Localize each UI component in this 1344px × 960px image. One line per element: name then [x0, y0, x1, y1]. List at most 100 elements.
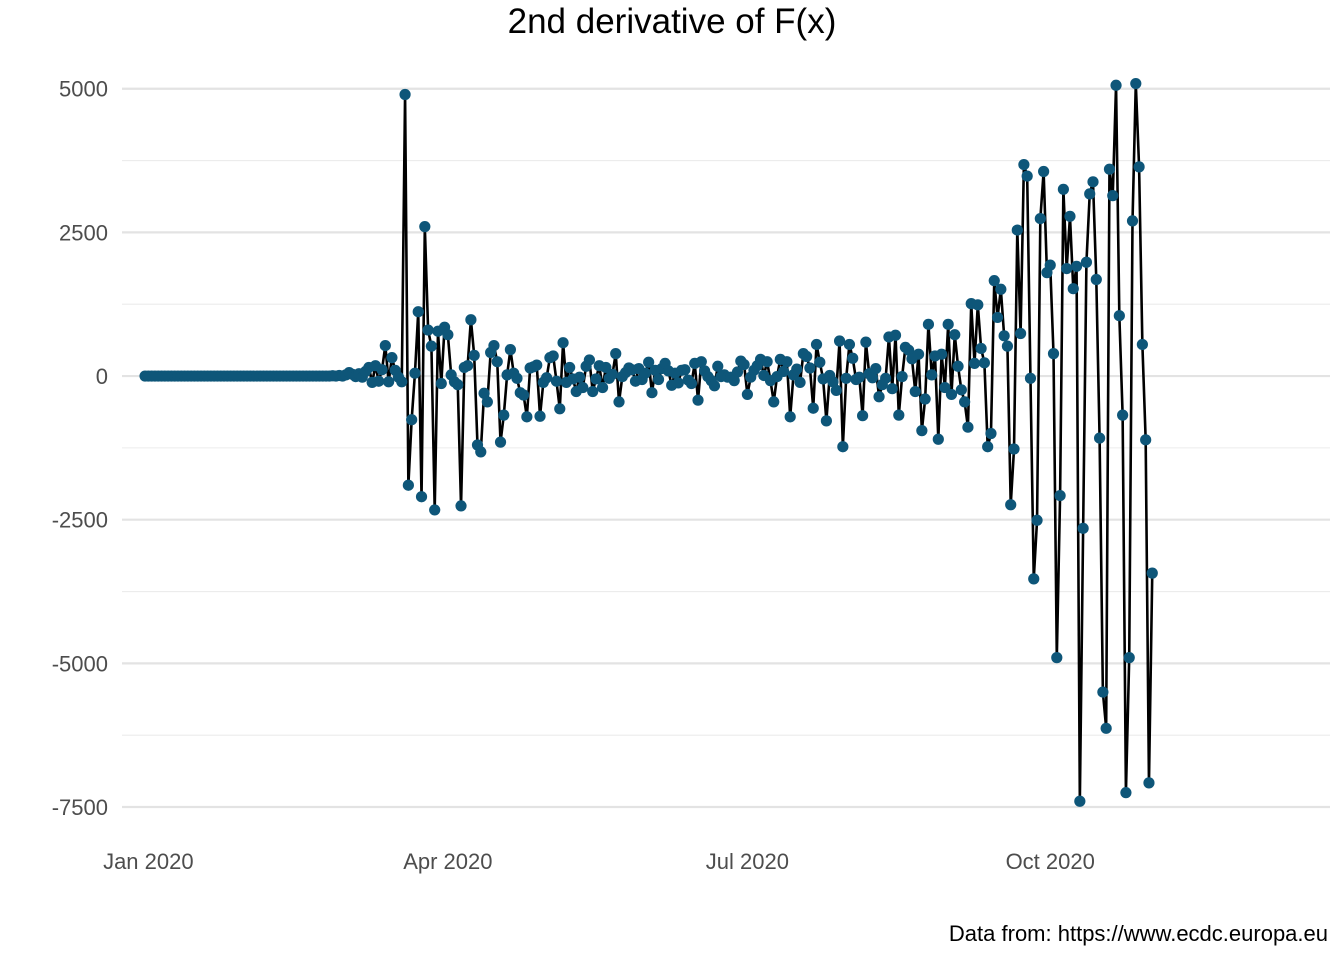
data-point — [791, 363, 803, 375]
data-point — [415, 491, 428, 503]
data-point — [475, 446, 487, 458]
data-point — [1110, 79, 1122, 91]
data-point — [942, 318, 954, 330]
data-point — [738, 358, 750, 371]
data-point — [422, 324, 434, 336]
data-point — [541, 372, 553, 384]
series-points — [139, 77, 1158, 807]
x-tick-label: Jan 2020 — [103, 849, 194, 874]
data-point — [1074, 795, 1086, 807]
data-point — [419, 221, 431, 233]
data-point — [932, 433, 944, 445]
data-point — [383, 376, 395, 388]
data-point — [554, 403, 566, 415]
data-point — [778, 365, 790, 378]
data-point — [442, 329, 454, 341]
data-point — [511, 372, 523, 384]
data-point — [452, 379, 464, 391]
data-point — [643, 356, 655, 368]
data-point — [1051, 652, 1063, 664]
data-point — [504, 344, 516, 356]
data-point — [462, 360, 474, 372]
data-point — [889, 329, 902, 341]
data-point — [1024, 372, 1037, 384]
data-point — [429, 504, 441, 516]
data-point — [531, 359, 543, 371]
data-point — [557, 337, 569, 349]
data-point — [837, 441, 849, 453]
data-point — [985, 427, 997, 440]
y-tick-label: 2500 — [59, 220, 108, 245]
data-point — [807, 402, 819, 414]
data-point — [949, 329, 961, 341]
data-point — [376, 364, 388, 376]
data-point — [1005, 499, 1017, 511]
chart-title: 2nd derivative of F(x) — [507, 2, 837, 41]
data-point — [1077, 522, 1089, 534]
data-point — [860, 336, 872, 348]
data-point — [1093, 432, 1106, 444]
data-point — [896, 371, 908, 383]
data-point — [912, 348, 925, 360]
data-point — [402, 479, 414, 491]
data-point — [945, 388, 958, 401]
data-point — [1021, 170, 1033, 182]
data-point — [810, 338, 823, 351]
data-point — [978, 357, 990, 369]
data-point — [959, 396, 971, 408]
data-point — [1113, 310, 1125, 322]
data-point — [1014, 327, 1027, 340]
data-point — [840, 372, 852, 384]
data-point — [455, 500, 467, 512]
data-point — [692, 394, 704, 406]
data-point — [550, 375, 563, 387]
data-point — [590, 373, 602, 385]
data-point — [494, 436, 507, 448]
data-point — [491, 356, 503, 368]
data-point — [995, 283, 1007, 295]
data-point — [435, 377, 447, 390]
data-point — [922, 318, 935, 330]
data-point — [741, 388, 754, 401]
data-point — [373, 375, 385, 387]
x-tick-label: Jul 2020 — [706, 849, 789, 874]
data-point — [587, 385, 599, 398]
data-point — [801, 350, 813, 363]
data-point — [1143, 777, 1155, 789]
x-axis-tick-labels: Jan 2020 Apr 2020 Jul 2020 Oct 2020 — [103, 849, 1095, 874]
data-point — [1107, 190, 1119, 202]
data-point — [547, 350, 559, 362]
data-point — [1034, 213, 1046, 225]
data-point — [784, 411, 796, 423]
data-point — [919, 393, 931, 405]
data-point — [1126, 215, 1139, 227]
data-point — [1120, 787, 1132, 799]
data-point — [761, 356, 773, 368]
data-point — [991, 311, 1004, 324]
data-point — [1123, 652, 1135, 664]
data-point — [652, 373, 665, 386]
y-tick-label: -5000 — [52, 651, 108, 676]
data-point — [1136, 338, 1148, 351]
data-point — [679, 364, 691, 376]
data-point — [573, 371, 586, 383]
data-point — [1133, 161, 1145, 173]
data-point — [1130, 77, 1142, 90]
data-point — [880, 372, 892, 384]
data-point — [1103, 163, 1116, 175]
data-point — [962, 421, 974, 433]
data-point — [833, 335, 846, 347]
data-point — [468, 349, 480, 361]
data-point — [955, 384, 967, 396]
data-point — [521, 411, 533, 423]
data-point — [1140, 434, 1152, 446]
data-point — [481, 396, 493, 408]
data-point — [998, 330, 1010, 342]
y-tick-label: 5000 — [59, 77, 108, 102]
minor-gridlines — [122, 160, 1330, 736]
data-point — [1067, 283, 1079, 295]
data-point — [386, 352, 398, 364]
data-point — [406, 414, 418, 426]
data-point — [1087, 176, 1099, 188]
